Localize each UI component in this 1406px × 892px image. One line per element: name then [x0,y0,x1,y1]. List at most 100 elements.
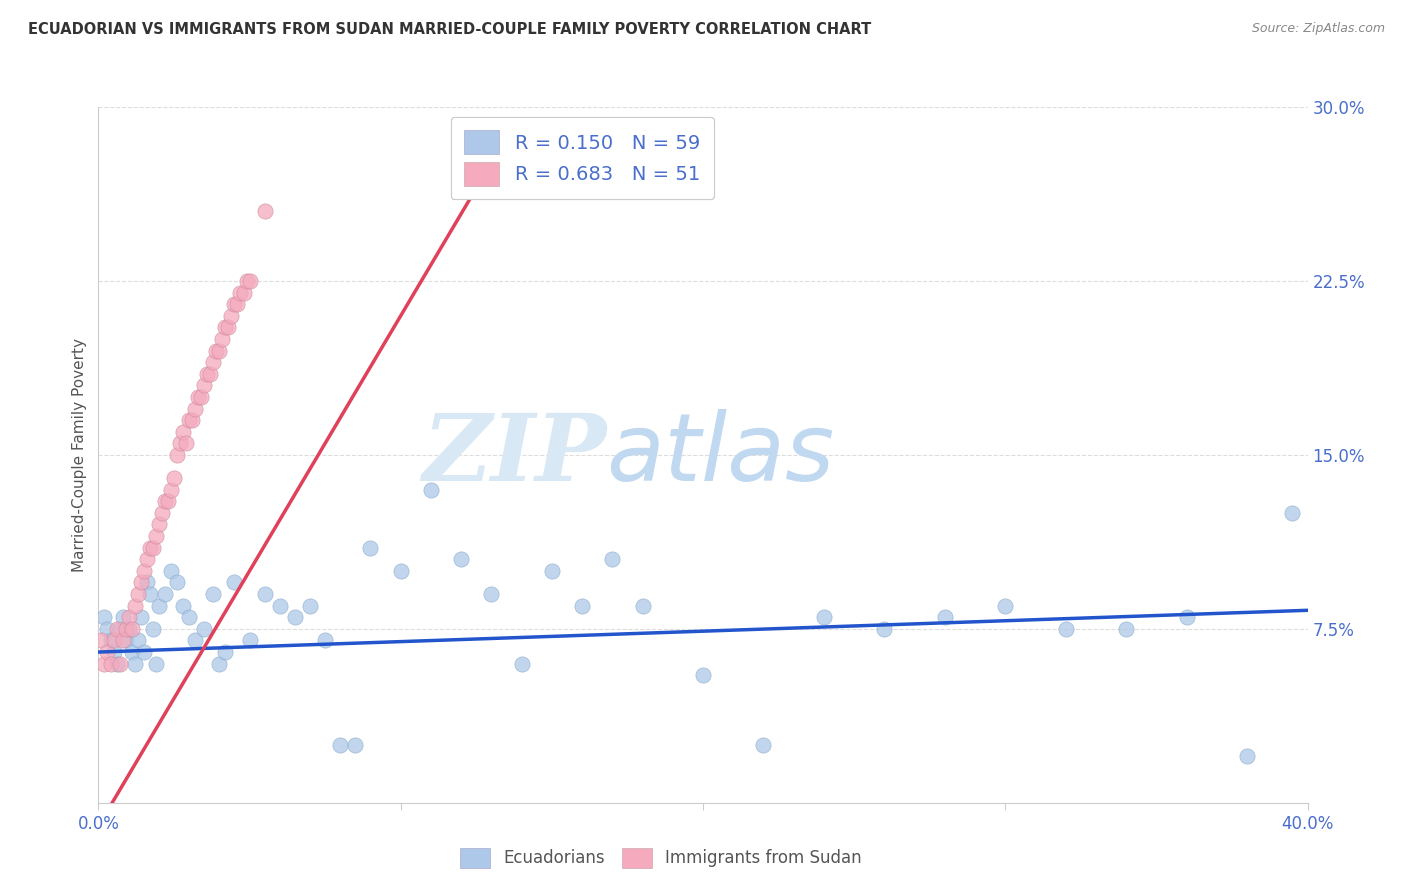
Point [510,657,533,671]
Point [121,622,143,636]
Point [111,633,134,648]
Point [135,552,157,566]
Point [224,575,246,590]
Y-axis label: Married-Couple Family Poverty: Married-Couple Family Poverty [72,338,87,572]
Point [299,599,322,613]
Point [208,657,231,671]
Point [105,622,128,636]
Point [752,738,775,752]
Point [179,610,201,624]
Point [121,645,143,659]
Point [96,622,118,636]
Point [127,633,149,648]
Point [873,622,896,636]
Point [190,390,212,404]
Point [602,552,624,566]
Point [148,517,170,532]
Point [253,587,276,601]
Point [253,204,276,219]
Point [105,657,128,671]
Point [221,309,243,323]
Point [205,343,228,358]
Point [193,622,215,636]
Point [150,506,173,520]
Point [166,575,188,590]
Point [103,645,125,659]
Point [139,541,162,555]
Point [163,471,186,485]
Point [284,610,307,624]
Point [118,610,141,624]
Point [142,541,165,555]
Point [129,610,152,624]
Point [169,436,191,450]
Text: atlas: atlas [606,409,835,500]
Text: ZIP: ZIP [422,410,606,500]
Point [184,633,207,648]
Point [132,645,155,659]
Point [329,738,352,752]
Point [148,599,170,613]
Point [631,599,654,613]
Text: Source: ZipAtlas.com: Source: ZipAtlas.com [1251,22,1385,36]
Point [229,285,252,300]
Point [174,436,197,450]
Point [692,668,714,682]
Point [450,552,472,566]
Point [235,274,257,288]
Point [108,622,131,636]
Point [200,367,222,381]
Point [160,564,183,578]
Point [211,332,233,346]
Point [1115,622,1137,636]
Legend: R = 0.150   N = 59, R = 0.683   N = 51: R = 0.150 N = 59, R = 0.683 N = 51 [450,117,714,199]
Point [132,564,155,578]
Point [226,297,249,311]
Point [202,587,225,601]
Point [166,448,188,462]
Point [156,494,179,508]
Point [1236,749,1258,764]
Point [813,610,835,624]
Point [193,378,215,392]
Point [184,401,207,416]
Point [360,541,382,555]
Point [232,285,254,300]
Point [214,320,236,334]
Point [124,657,146,671]
Point [96,645,118,659]
Point [90,633,112,648]
Point [571,599,593,613]
Point [239,633,262,648]
Point [314,633,336,648]
Point [1054,622,1077,636]
Point [114,622,136,636]
Point [127,587,149,601]
Point [129,575,152,590]
Point [118,622,141,636]
Point [269,599,291,613]
Point [103,633,125,648]
Point [202,355,225,369]
Point [135,575,157,590]
Point [208,343,231,358]
Point [124,599,146,613]
Point [153,587,176,601]
Point [100,657,122,671]
Point [934,610,956,624]
Point [93,610,115,624]
Point [1175,610,1198,624]
Point [540,564,562,578]
Point [420,483,443,497]
Point [114,633,136,648]
Point [160,483,183,497]
Point [389,564,412,578]
Point [214,645,236,659]
Point [142,622,165,636]
Legend: Ecuadorians, Immigrants from Sudan: Ecuadorians, Immigrants from Sudan [453,841,869,875]
Point [93,657,115,671]
Point [1281,506,1303,520]
Point [139,587,162,601]
Point [181,413,204,427]
Point [195,367,218,381]
